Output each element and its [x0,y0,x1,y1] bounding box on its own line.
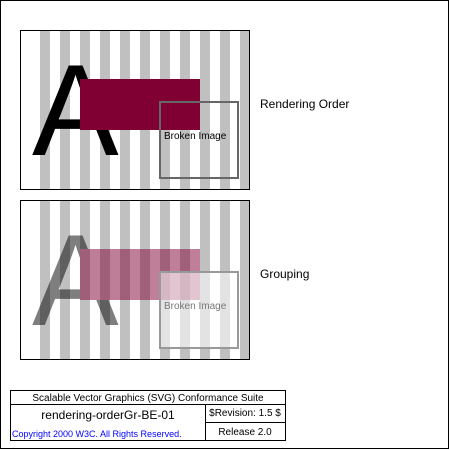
panel-label: Grouping [260,267,309,281]
stripe [60,201,70,359]
broken-image-label: Broken Image [164,131,227,142]
suite-title: Scalable Vector Graphics (SVG) Conforman… [32,393,264,404]
translucent-group: A [32,207,200,353]
stripe [40,201,50,359]
stripe [60,31,70,189]
stripe [40,31,50,189]
copyright-link[interactable]: Copyright 2000 W3C. All Rights Reserved. [12,429,182,439]
broken-image-label: Broken Image [164,301,227,312]
panel-label: Rendering Order [260,97,349,111]
test-name: rendering-orderGr-BE-01 [41,408,175,422]
release-label: Release 2.0 [218,427,272,438]
broken-image: Broken Image [159,101,239,179]
stripe [240,31,250,189]
broken-image-frame [159,101,239,179]
maroon-rectangle [80,79,200,130]
revision-label: $Revision: 1.5 $ [209,408,281,419]
stripe [200,31,210,189]
stripe [220,31,230,189]
panel-rendering-order: A Broken Image Rendering Order [20,30,349,190]
stripe [240,201,250,359]
panel-grouping: A Broken Image Grouping [20,200,309,360]
footer-box [10,390,286,441]
conformance-footer: Scalable Vector Graphics (SVG) Conforman… [10,390,286,441]
broken-image: Broken Image [159,271,239,349]
panel-border [20,200,250,360]
broken-image-frame [159,271,239,349]
panel-border [20,30,250,190]
